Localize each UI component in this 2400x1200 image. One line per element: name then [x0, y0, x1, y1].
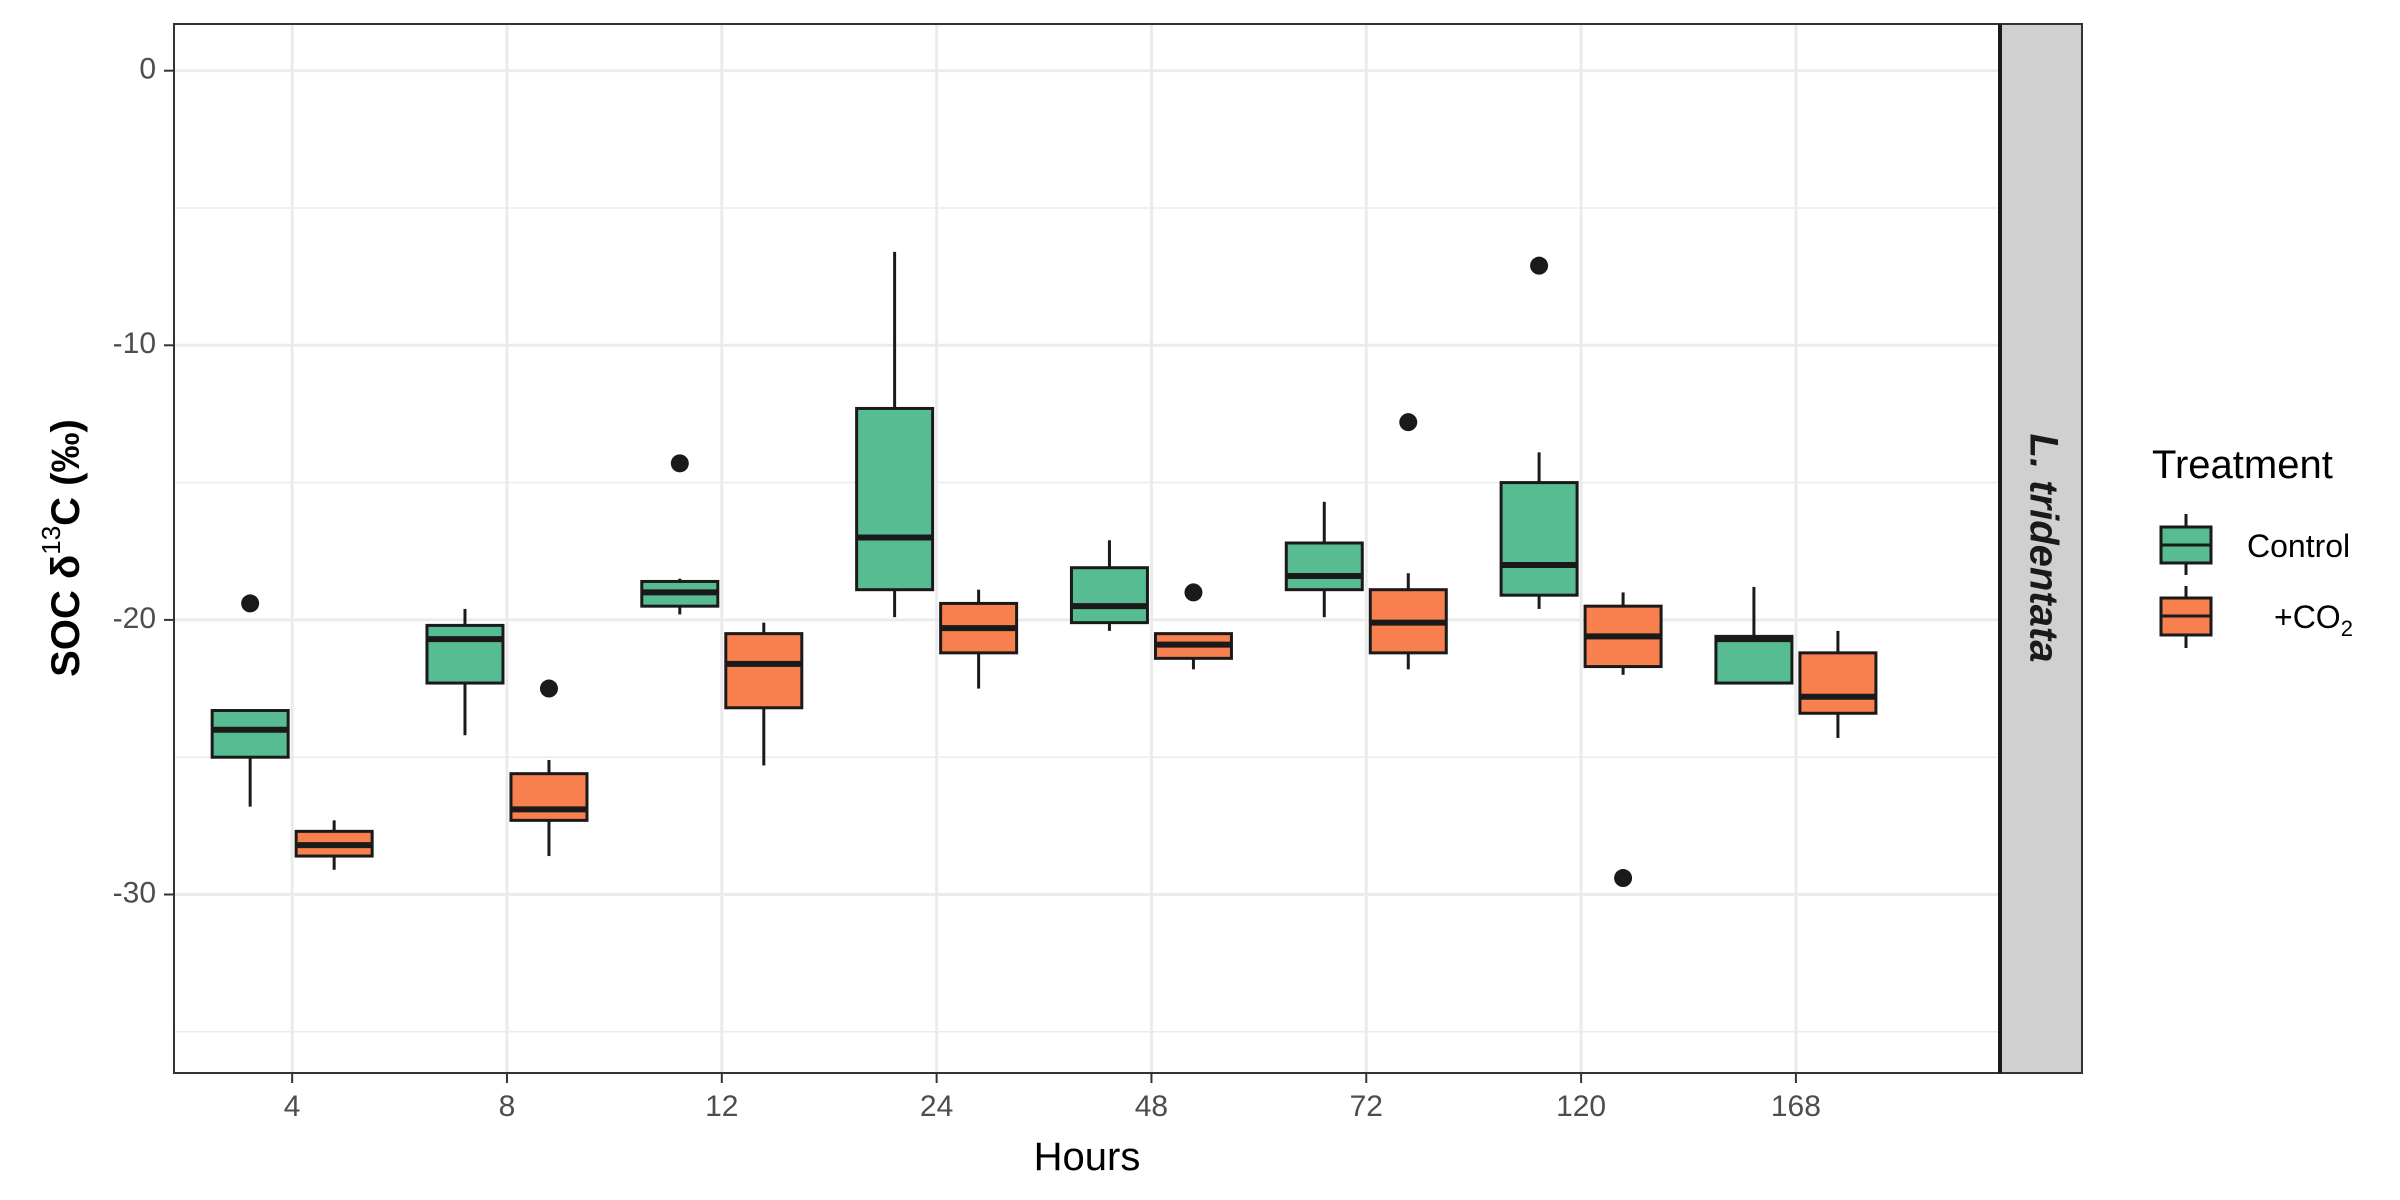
- x-tick-label: 168: [1771, 1090, 1821, 1123]
- x-tick-label: 120: [1556, 1090, 1606, 1123]
- x-tick-label: 8: [499, 1090, 516, 1123]
- y-tick-label: -10: [113, 327, 156, 360]
- box-control-8: [425, 608, 505, 736]
- y-tick-label: -30: [113, 876, 156, 909]
- x-tick-label: 4: [284, 1090, 301, 1123]
- y-tick-label: 0: [139, 53, 156, 86]
- box-control-120: [1499, 256, 1579, 609]
- box-outlier: [539, 679, 558, 698]
- box-iqr: [1499, 481, 1579, 597]
- x-tick-label: 24: [920, 1090, 953, 1123]
- box-co2-120: [1583, 592, 1663, 888]
- box-iqr: [855, 406, 935, 592]
- box-control-12: [640, 454, 720, 615]
- x-tick-label: 12: [705, 1090, 738, 1123]
- box-outlier: [1530, 256, 1549, 275]
- x-axis-ticks: 4 8 12 24 48 72 120 168: [284, 1073, 1821, 1123]
- box-iqr: [425, 623, 505, 685]
- box-iqr: [509, 772, 589, 822]
- box-co2-168: [1798, 630, 1878, 738]
- box-iqr: [724, 632, 804, 710]
- y-axis-title: SOC δ13C (‰): [36, 419, 88, 677]
- grid-lines: [174, 24, 2000, 1073]
- box-control-168: [1714, 586, 1794, 685]
- box-outlier: [1614, 869, 1633, 888]
- box-control-4: [210, 594, 290, 807]
- legend-label-co2: +CO2: [2274, 599, 2353, 641]
- box-iqr: [1069, 566, 1149, 625]
- x-tick-label: 72: [1350, 1090, 1383, 1123]
- box-outlier: [670, 454, 689, 473]
- box-co2-48: [1153, 583, 1233, 670]
- legend-label-co2-prefix: +CO: [2274, 599, 2341, 635]
- x-axis-title: Hours: [1034, 1135, 1141, 1179]
- y-axis-title-prefix: SOC δ: [44, 555, 88, 677]
- y-axis-title-suffix: C (‰): [44, 419, 88, 526]
- y-axis-ticks: 0 -10 -20 -30: [113, 53, 174, 909]
- legend-entry-co2: +CO2: [2159, 586, 2353, 648]
- box-iqr: [210, 709, 290, 759]
- box-co2-12: [724, 622, 804, 766]
- box-iqr: [1798, 651, 1878, 715]
- box-co2-4: [294, 820, 374, 870]
- y-tick-label: -20: [113, 602, 156, 635]
- box-iqr: [1284, 541, 1364, 592]
- box-outlier: [1399, 413, 1418, 432]
- box-co2-8: [509, 679, 589, 857]
- boxes: [210, 251, 1878, 888]
- box-control-72: [1284, 501, 1364, 618]
- box-outlier: [241, 594, 260, 613]
- y-axis-title-superscript: 13: [36, 526, 66, 555]
- legend-label-co2-subscript: 2: [2341, 616, 2353, 641]
- x-tick-label: 48: [1135, 1090, 1168, 1123]
- box-control-24: [855, 251, 935, 618]
- box-outlier: [1184, 583, 1203, 602]
- box-control-48: [1069, 540, 1149, 631]
- plot-panel-background: [174, 24, 2000, 1073]
- facet-strip-label: L. tridentata: [2021, 434, 2065, 663]
- legend: Treatment Control +CO2: [2152, 443, 2353, 648]
- box-co2-72: [1368, 413, 1448, 670]
- legend-title: Treatment: [2152, 443, 2333, 487]
- legend-label-control: Control: [2247, 528, 2350, 564]
- legend-entry-control: Control: [2159, 514, 2350, 575]
- box-iqr: [1714, 634, 1794, 685]
- box-co2-24: [939, 589, 1019, 689]
